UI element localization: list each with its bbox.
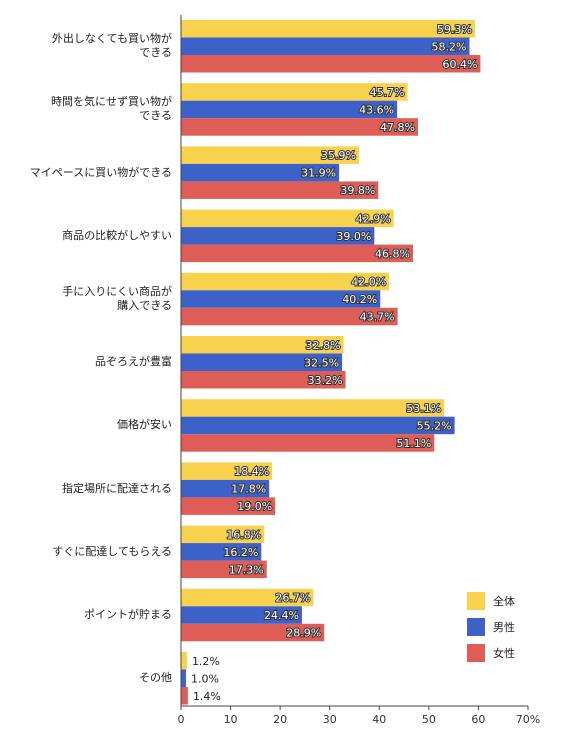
value-label: 39.0% xyxy=(336,230,371,243)
x-tick-label: 20 xyxy=(273,713,287,726)
category-label: 品ぞろえが豊富 xyxy=(95,355,172,369)
value-label: 42.0% xyxy=(351,276,386,289)
value-label: 45.7% xyxy=(370,86,405,99)
value-label: 59.3% xyxy=(437,23,472,36)
bar xyxy=(181,100,398,119)
category-label: 商品の比較がしやすい xyxy=(62,228,172,242)
bar xyxy=(181,37,470,55)
x-tick-label: 60 xyxy=(471,713,485,726)
value-label: 43.7% xyxy=(360,311,395,324)
bar xyxy=(181,525,265,544)
bar xyxy=(181,20,475,38)
bar xyxy=(181,55,481,73)
x-tick-label: 0 xyxy=(178,713,185,726)
category-label: 外出しなくても買い物が できる xyxy=(51,32,172,60)
bar xyxy=(181,146,359,164)
x-tick-label: 10 xyxy=(224,713,238,726)
value-label: 55.2% xyxy=(417,419,452,432)
bar xyxy=(181,272,390,291)
value-label: 47.8% xyxy=(380,121,415,134)
bar xyxy=(181,669,186,687)
value-label: 33.2% xyxy=(308,374,343,387)
value-label: 42.9% xyxy=(356,212,391,225)
value-label: 19.0% xyxy=(237,500,272,513)
bar xyxy=(181,560,267,579)
legend-swatch xyxy=(467,618,485,636)
x-tick-label: 70% xyxy=(516,713,540,726)
value-label: 32.8% xyxy=(306,339,341,352)
value-label: 46.8% xyxy=(375,247,410,260)
value-label: 26.7% xyxy=(275,592,310,605)
value-label: 16.8% xyxy=(226,528,261,541)
bar xyxy=(181,118,418,136)
bar xyxy=(181,227,375,245)
category-label: ポイントが貯まる xyxy=(84,608,172,622)
bar xyxy=(181,687,188,705)
category-label: すぐに配達してもらえる xyxy=(52,544,172,558)
value-label: 17.8% xyxy=(231,483,266,496)
bar xyxy=(181,336,344,354)
value-label: 35.9% xyxy=(321,149,356,162)
bar xyxy=(181,416,455,435)
bar xyxy=(181,244,413,263)
value-label: 18.4% xyxy=(234,465,269,478)
bar xyxy=(181,588,314,607)
value-label: 17.3% xyxy=(229,563,264,576)
value-label: 51.1% xyxy=(396,437,431,450)
bar xyxy=(181,163,340,182)
bar xyxy=(181,606,302,624)
bar xyxy=(181,652,187,670)
value-label: 40.2% xyxy=(342,293,377,306)
value-label: 58.2% xyxy=(432,40,467,53)
category-label: マイペースに買い物ができる xyxy=(29,165,172,179)
legend-label: 女性 xyxy=(493,646,515,660)
bar xyxy=(181,307,398,326)
x-tick-label: 50 xyxy=(422,713,436,726)
bar xyxy=(181,181,379,199)
value-label: 39.8% xyxy=(340,184,375,197)
bar xyxy=(181,83,408,101)
value-label: 53.1% xyxy=(406,402,441,415)
value-label: 24.4% xyxy=(264,609,299,622)
bar xyxy=(181,434,435,452)
category-label: その他 xyxy=(139,671,172,685)
bar xyxy=(181,399,445,417)
value-label: 43.6% xyxy=(359,103,394,116)
bar xyxy=(181,462,273,480)
bar xyxy=(181,623,325,642)
value-label: 1.0% xyxy=(191,672,219,685)
value-label: 32.5% xyxy=(304,356,339,369)
value-label: 1.2% xyxy=(192,655,220,668)
bar xyxy=(181,209,394,228)
x-tick-label: 40 xyxy=(372,713,386,726)
bar xyxy=(181,543,262,561)
bar xyxy=(181,479,270,498)
category-label: 時間を気にせず買い物が できる xyxy=(51,95,172,123)
value-label: 28.9% xyxy=(286,627,321,640)
category-label: 指定場所に配達される xyxy=(62,481,172,495)
x-tick-label: 30 xyxy=(323,713,337,726)
category-label: 価格が安い xyxy=(117,418,172,432)
legend-swatch xyxy=(467,592,485,610)
bar xyxy=(181,353,343,371)
legend-label: 全体 xyxy=(493,594,515,608)
bar xyxy=(181,371,346,389)
bar xyxy=(181,497,276,515)
category-label: 手に入りにくい商品が 購入できる xyxy=(62,285,172,313)
legend-swatch xyxy=(467,644,485,662)
value-label: 60.4% xyxy=(442,58,477,71)
value-label: 16.2% xyxy=(223,546,258,559)
bar xyxy=(181,290,381,308)
value-label: 1.4% xyxy=(193,690,221,703)
value-label: 31.9% xyxy=(301,167,336,180)
legend-label: 男性 xyxy=(493,620,515,634)
